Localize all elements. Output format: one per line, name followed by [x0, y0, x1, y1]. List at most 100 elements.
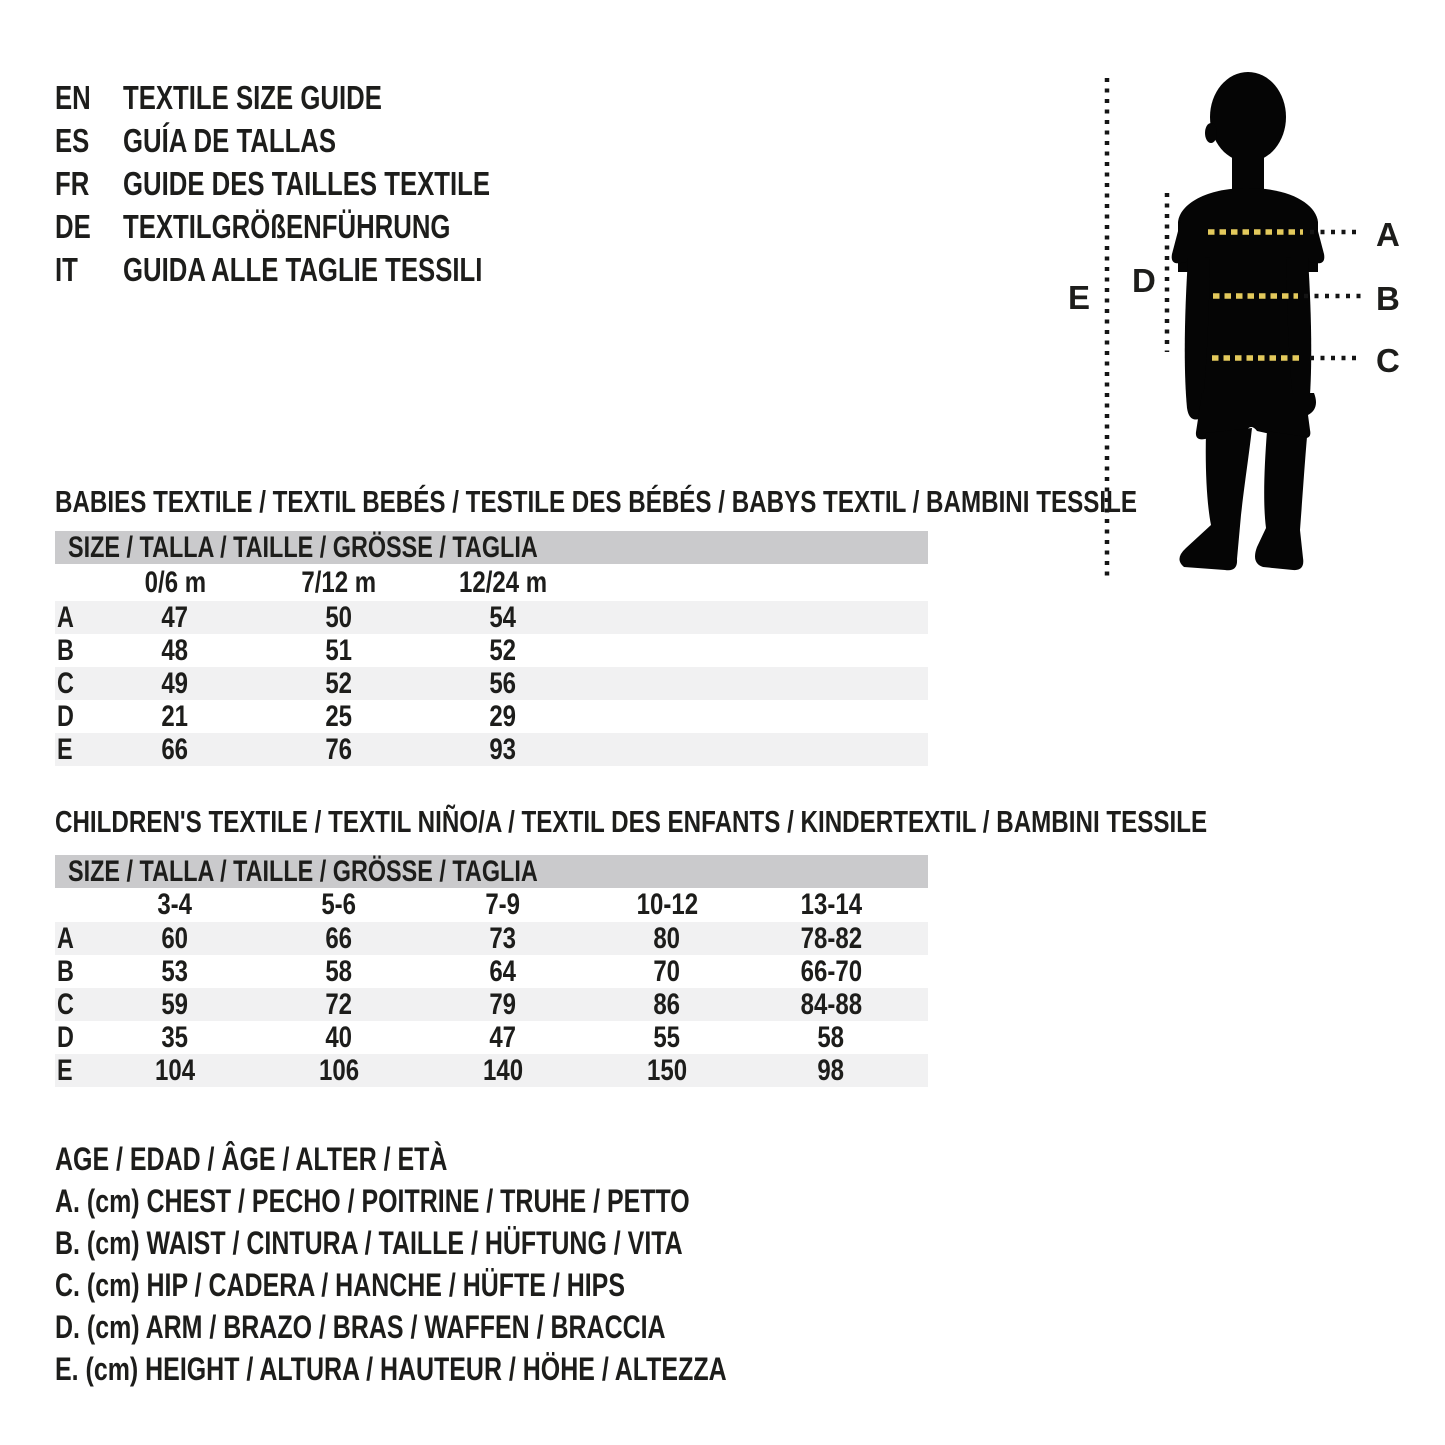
children-column-header: 10-12 [585, 888, 749, 922]
children-column-header: 13-14 [749, 888, 913, 922]
babies-cell-value: 76 [257, 733, 421, 767]
children-column-header: 3-4 [93, 888, 257, 922]
babies-row-label-text: C [57, 667, 74, 700]
babies-table-row: C 49 52 56 [55, 667, 928, 700]
children-cell-value-text: 86 [653, 988, 681, 1021]
children-cell-value-text: 150 [646, 1054, 688, 1087]
children-row-label: C [55, 988, 93, 1022]
children-section-title: CHILDREN'S TEXTILE / TEXTIL NIÑO/A / TEX… [55, 804, 1208, 839]
children-cell-value-text: 55 [653, 1021, 681, 1054]
children-cell-value-text: 140 [482, 1054, 524, 1087]
children-cell-value: 150 [585, 1054, 749, 1088]
babies-cell-value: 49 [93, 667, 257, 701]
babies-row-label: D [55, 700, 93, 734]
legend-line-text: D. (cm) ARM / BRAZO / BRAS / WAFFEN / BR… [55, 1308, 666, 1345]
children-cell-value-text: 80 [653, 922, 681, 955]
children-cell-value-text: 35 [161, 1021, 189, 1054]
language-title: GUÍA DE TALLAS [123, 122, 396, 160]
children-cell-value: 72 [257, 988, 421, 1022]
children-table-row: B 53 58 64 70 66-70 [55, 955, 928, 988]
children-cell-value-text: 53 [161, 955, 189, 988]
babies-cell-value-text: 56 [489, 667, 517, 700]
babies-cell-value: 56 [421, 667, 585, 701]
children-cell-value: 98 [749, 1054, 913, 1088]
label-chest-a: A [1376, 216, 1400, 253]
children-cell-value: 84-88 [749, 988, 913, 1022]
children-cell-value-text: 104 [154, 1054, 196, 1087]
language-code: IT [55, 251, 123, 289]
children-cell-value: 47 [421, 1021, 585, 1055]
children-row-label: B [55, 955, 93, 989]
babies-cell-value: 47 [93, 601, 257, 635]
language-title: GUIDE DES TAILLES TEXTILE [123, 165, 594, 203]
children-table-row: D 35 40 47 55 58 [55, 1021, 928, 1054]
language-code: DE [55, 208, 123, 246]
language-row: FR GUIDE DES TAILLES TEXTILE [55, 162, 594, 205]
babies-column-header-text: 0/6 m [144, 565, 206, 599]
babies-cell-value: 66 [93, 733, 257, 767]
measurement-diagram: A B C D E [1060, 60, 1445, 600]
babies-cell-value: 52 [421, 634, 585, 668]
children-column-header: 7-9 [421, 888, 585, 922]
children-cell-value: 80 [585, 922, 749, 956]
language-code: EN [55, 79, 123, 117]
label-height-e: E [1068, 279, 1091, 316]
children-cell-value-text: 73 [489, 922, 517, 955]
children-size-header-bar: SIZE / TALLA / TAILLE / GRÖSSE / TAGLIA [55, 855, 928, 888]
legend-line-text: B. (cm) WAIST / CINTURA / TAILLE / HÜFTU… [55, 1224, 683, 1261]
children-cell-value: 86 [585, 988, 749, 1022]
language-row: IT GUIDA ALLE TAGLIE TESSILI [55, 248, 594, 291]
children-cell-value: 55 [585, 1021, 749, 1055]
children-cell-value: 78-82 [749, 922, 913, 956]
children-cell-value: 64 [421, 955, 585, 989]
language-row: ES GUÍA DE TALLAS [55, 119, 594, 162]
babies-size-table: SIZE / TALLA / TAILLE / GRÖSSE / TAGLIA … [55, 531, 928, 766]
babies-cell-value: 29 [421, 700, 585, 734]
children-table-row: C 59 72 79 86 84-88 [55, 988, 928, 1021]
babies-cell-value: 54 [421, 601, 585, 635]
babies-column-header-text: 7/12 m [301, 565, 377, 599]
babies-column-header: 7/12 m [257, 566, 421, 600]
babies-cell-value: 93 [421, 733, 585, 767]
legend-line: D. (cm) ARM / BRAZO / BRAS / WAFFEN / BR… [55, 1306, 916, 1348]
children-cell-value-text: 66 [325, 922, 353, 955]
children-cell-value-text: 98 [817, 1054, 845, 1087]
language-title-block: EN TEXTILE SIZE GUIDE ES GUÍA DE TALLAS FR GU… [55, 76, 594, 291]
babies-cell-value: 50 [257, 601, 421, 635]
children-cell-value: 59 [93, 988, 257, 1022]
children-row-label-text: B [57, 955, 74, 988]
language-code-text: IT [55, 250, 78, 288]
language-code-text: ES [55, 121, 90, 159]
children-cell-value-text: 58 [817, 1021, 845, 1054]
babies-cell-value-text: 66 [161, 733, 189, 766]
legend-line: C. (cm) HIP / CADERA / HANCHE / HÜFTE / … [55, 1264, 916, 1306]
babies-table-row: E 66 76 93 [55, 733, 928, 766]
children-column-header-text: 7-9 [485, 888, 521, 921]
language-row: DE TEXTILGRÖßENFÜHRUNG [55, 205, 594, 248]
babies-cell-value: 48 [93, 634, 257, 668]
legend-line-text: C. (cm) HIP / CADERA / HANCHE / HÜFTE / … [55, 1266, 625, 1303]
babies-column-header-row: 0/6 m 7/12 m 12/24 m [55, 564, 928, 601]
babies-column-header: 0/6 m [93, 566, 257, 600]
babies-size-header-bar: SIZE / TALLA / TAILLE / GRÖSSE / TAGLIA [55, 531, 928, 564]
children-cell-value-text: 47 [489, 1021, 517, 1054]
babies-row-label: C [55, 667, 93, 701]
legend-line: B. (cm) WAIST / CINTURA / TAILLE / HÜFTU… [55, 1222, 916, 1264]
legend-line: E. (cm) HEIGHT / ALTURA / HAUTEUR / HÖHE… [55, 1348, 916, 1390]
children-cell-value: 66 [257, 922, 421, 956]
children-row-label-text: C [57, 988, 74, 1021]
babies-cell-value: 25 [257, 700, 421, 734]
language-title: TEXTILGRÖßENFÜHRUNG [123, 208, 543, 246]
language-code: ES [55, 122, 123, 160]
children-cell-value: 70 [585, 955, 749, 989]
children-row-label-text: E [57, 1054, 73, 1087]
babies-cell-value-text: 48 [161, 634, 189, 667]
children-column-header-text: 10-12 [636, 888, 698, 921]
babies-cell-value-text: 52 [489, 634, 517, 667]
babies-cell-value-text: 49 [161, 667, 189, 700]
children-cell-value-text: 106 [318, 1054, 360, 1087]
children-cell-value-text: 66-70 [800, 955, 862, 988]
babies-cell-value-text: 51 [325, 634, 353, 667]
children-table-row: A 60 66 73 80 78-82 [55, 922, 928, 955]
